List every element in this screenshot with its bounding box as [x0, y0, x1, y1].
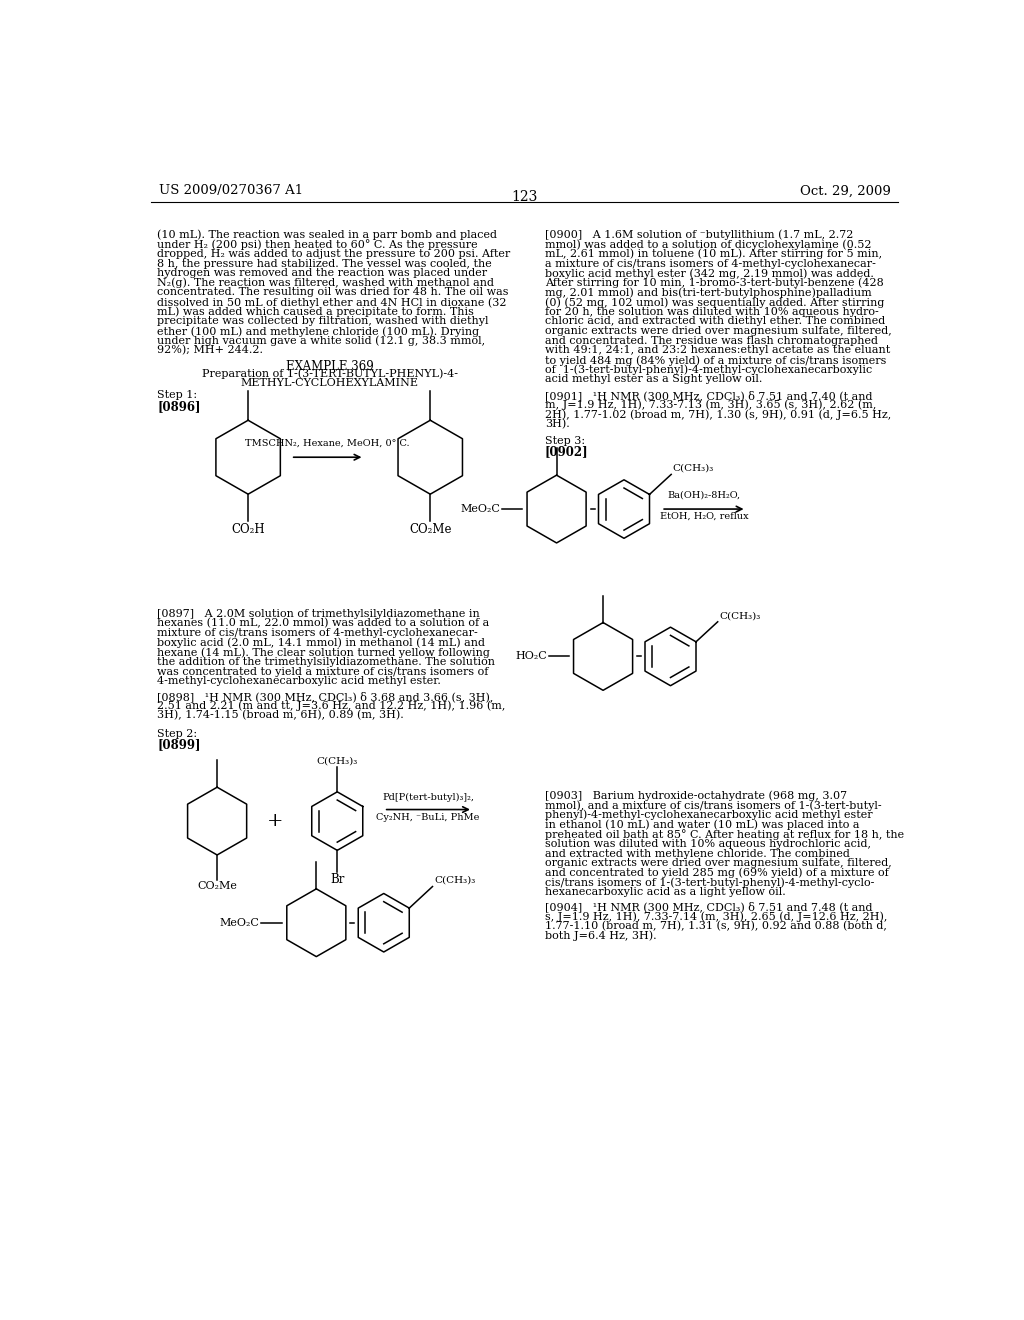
Text: cis/trans isomers of 1-(3-tert-butyl-phenyl)-4-methyl-cyclo-: cis/trans isomers of 1-(3-tert-butyl-phe…: [545, 878, 874, 888]
Text: C(CH₃)₃: C(CH₃)₃: [673, 463, 714, 473]
Text: Cy₂NH, ⁻BuLi, PhMe: Cy₂NH, ⁻BuLi, PhMe: [376, 813, 479, 821]
Text: s, J=1.9 Hz, 1H), 7.33-7.14 (m, 3H), 2.65 (d, J=12.6 Hz, 2H),: s, J=1.9 Hz, 1H), 7.33-7.14 (m, 3H), 2.6…: [545, 912, 888, 923]
Text: HO₂C: HO₂C: [515, 652, 547, 661]
Text: preheated oil bath at 85° C. After heating at reflux for 18 h, the: preheated oil bath at 85° C. After heati…: [545, 829, 904, 840]
Text: EXAMPLE 369: EXAMPLE 369: [286, 359, 374, 372]
Text: for 20 h, the solution was diluted with 10% aqueous hydro-: for 20 h, the solution was diluted with …: [545, 306, 879, 317]
Text: organic extracts were dried over magnesium sulfate, filtered,: organic extracts were dried over magnesi…: [545, 858, 892, 869]
Text: C(CH₃)₃: C(CH₃)₃: [434, 876, 475, 884]
Text: [0904]   ¹H NMR (300 MHz, CDCl₃) δ 7.51 and 7.48 (t and: [0904] ¹H NMR (300 MHz, CDCl₃) δ 7.51 an…: [545, 902, 872, 912]
Text: organic extracts were dried over magnesium sulfate, filtered,: organic extracts were dried over magnesi…: [545, 326, 892, 337]
Text: MeO₂C: MeO₂C: [219, 917, 259, 928]
Text: boxylic acid methyl ester (342 mg, 2.19 mmol) was added.: boxylic acid methyl ester (342 mg, 2.19 …: [545, 268, 873, 279]
Text: 3H).: 3H).: [545, 420, 569, 429]
Text: CO₂Me: CO₂Me: [409, 523, 452, 536]
Text: 2H), 1.77-1.02 (broad m, 7H), 1.30 (s, 9H), 0.91 (d, J=6.5 Hz,: 2H), 1.77-1.02 (broad m, 7H), 1.30 (s, 9…: [545, 409, 891, 420]
Text: dissolved in 50 mL of diethyl ether and 4N HCl in dioxane (32: dissolved in 50 mL of diethyl ether and …: [158, 297, 507, 308]
Text: Ba(OH)₂-8H₂O,: Ba(OH)₂-8H₂O,: [668, 491, 740, 500]
Text: and extracted with methylene chloride. The combined: and extracted with methylene chloride. T…: [545, 849, 850, 858]
Text: the addition of the trimethylsilyldiazomethane. The solution: the addition of the trimethylsilyldiazom…: [158, 657, 496, 667]
Text: in ethanol (10 mL) and water (10 mL) was placed into a: in ethanol (10 mL) and water (10 mL) was…: [545, 820, 859, 830]
Text: EtOH, H₂O, reflux: EtOH, H₂O, reflux: [659, 511, 749, 520]
Text: C(CH₃)₃: C(CH₃)₃: [316, 756, 357, 766]
Text: [0898]   ¹H NMR (300 MHz, CDCl₃) δ 3.68 and 3.66 (s, 3H),: [0898] ¹H NMR (300 MHz, CDCl₃) δ 3.68 an…: [158, 690, 494, 702]
Text: N₂(g). The reaction was filtered, washed with methanol and: N₂(g). The reaction was filtered, washed…: [158, 277, 495, 288]
Text: TMSCHN₂, Hexane, MeOH, 0° C.: TMSCHN₂, Hexane, MeOH, 0° C.: [245, 440, 410, 447]
Text: hydrogen was removed and the reaction was placed under: hydrogen was removed and the reaction wa…: [158, 268, 487, 279]
Text: hexanes (11.0 mL, 22.0 mmol) was added to a solution of a: hexanes (11.0 mL, 22.0 mmol) was added t…: [158, 618, 489, 628]
Text: [0896]: [0896]: [158, 400, 201, 413]
Text: m, J=1.9 Hz, 1H), 7.33-7.13 (m, 3H), 3.65 (s, 3H), 2.62 (m,: m, J=1.9 Hz, 1H), 7.33-7.13 (m, 3H), 3.6…: [545, 400, 877, 411]
Text: [0903]   Barium hydroxide-octahydrate (968 mg, 3.07: [0903] Barium hydroxide-octahydrate (968…: [545, 791, 847, 801]
Text: and concentrated to yield 285 mg (69% yield) of a mixture of: and concentrated to yield 285 mg (69% yi…: [545, 867, 889, 878]
Text: and concentrated. The residue was flash chromatographed: and concentrated. The residue was flash …: [545, 335, 878, 346]
Text: phenyl)-4-methyl-cyclohexanecarboxylic acid methyl ester: phenyl)-4-methyl-cyclohexanecarboxylic a…: [545, 810, 872, 821]
Text: mixture of cis/trans isomers of 4-methyl-cyclohexanecar-: mixture of cis/trans isomers of 4-methyl…: [158, 628, 478, 638]
Text: mL, 2.61 mmol) in toluene (10 mL). After stirring for 5 min,: mL, 2.61 mmol) in toluene (10 mL). After…: [545, 249, 882, 260]
Text: +: +: [267, 812, 284, 830]
Text: Step 2:: Step 2:: [158, 729, 198, 739]
Text: both J=6.4 Hz, 3H).: both J=6.4 Hz, 3H).: [545, 931, 656, 941]
Text: [0901]   ¹H NMR (300 MHz, CDCl₃) δ 7.51 and 7.40 (t and: [0901] ¹H NMR (300 MHz, CDCl₃) δ 7.51 an…: [545, 391, 872, 401]
Text: 2.51 and 2.21 (m and tt, J=3.6 Hz, and 12.2 Hz, 1H), 1.96 (m,: 2.51 and 2.21 (m and tt, J=3.6 Hz, and 1…: [158, 701, 506, 711]
Text: (10 mL). The reaction was sealed in a parr bomb and placed: (10 mL). The reaction was sealed in a pa…: [158, 230, 498, 240]
Text: to yield 484 mg (84% yield) of a mixture of cis/trans isomers: to yield 484 mg (84% yield) of a mixture…: [545, 355, 887, 366]
Text: Br: Br: [330, 874, 344, 887]
Text: precipitate was collected by filtration, washed with diethyl: precipitate was collected by filtration,…: [158, 317, 488, 326]
Text: [0900]   A 1.6M solution of ⁻butyllithium (1.7 mL, 2.72: [0900] A 1.6M solution of ⁻butyllithium …: [545, 230, 853, 240]
Text: After stirring for 10 min, 1-bromo-3-tert-butyl-benzene (428: After stirring for 10 min, 1-bromo-3-ter…: [545, 277, 884, 288]
Text: under high vacuum gave a white solid (12.1 g, 38.3 mmol,: under high vacuum gave a white solid (12…: [158, 335, 485, 346]
Text: [0899]: [0899]: [158, 738, 201, 751]
Text: 92%); MH+ 244.2.: 92%); MH+ 244.2.: [158, 346, 263, 355]
Text: MeO₂C: MeO₂C: [461, 504, 501, 513]
Text: chloric acid, and extracted with diethyl ether. The combined: chloric acid, and extracted with diethyl…: [545, 317, 885, 326]
Text: 4-methyl-cyclohexanecarboxylic acid methyl ester.: 4-methyl-cyclohexanecarboxylic acid meth…: [158, 676, 441, 686]
Text: C(CH₃)₃: C(CH₃)₃: [719, 611, 761, 620]
Text: with 49:1, 24:1, and 23:2 hexanes:ethyl acetate as the eluant: with 49:1, 24:1, and 23:2 hexanes:ethyl …: [545, 346, 890, 355]
Text: ether (100 mL) and methylene chloride (100 mL). Drying: ether (100 mL) and methylene chloride (1…: [158, 326, 479, 337]
Text: mmol), and a mixture of cis/trans isomers of 1-(3-tert-butyl-: mmol), and a mixture of cis/trans isomer…: [545, 800, 882, 810]
Text: Oct. 29, 2009: Oct. 29, 2009: [800, 185, 891, 198]
Text: acid methyl ester as a Sight yellow oil.: acid methyl ester as a Sight yellow oil.: [545, 375, 762, 384]
Text: a mixture of cis/trans isomers of 4-methyl-cyclohexanecar-: a mixture of cis/trans isomers of 4-meth…: [545, 259, 876, 268]
Text: CO₂Me: CO₂Me: [198, 882, 238, 891]
Text: Step 3:: Step 3:: [545, 436, 585, 446]
Text: 3H), 1.74-1.15 (broad m, 6H), 0.89 (m, 3H).: 3H), 1.74-1.15 (broad m, 6H), 0.89 (m, 3…: [158, 710, 404, 721]
Text: 8 h, the pressure had stabilized. The vessel was cooled, the: 8 h, the pressure had stabilized. The ve…: [158, 259, 493, 268]
Text: US 2009/0270367 A1: US 2009/0270367 A1: [159, 185, 303, 198]
Text: 123: 123: [512, 190, 538, 205]
Text: was concentrated to yield a mixture of cis/trans isomers of: was concentrated to yield a mixture of c…: [158, 667, 488, 677]
Text: under H₂ (200 psi) then heated to 60° C. As the pressure: under H₂ (200 psi) then heated to 60° C.…: [158, 239, 478, 249]
Text: [0902]: [0902]: [545, 446, 589, 458]
Text: concentrated. The resulting oil was dried for 48 h. The oil was: concentrated. The resulting oil was drie…: [158, 288, 509, 297]
Text: 1.77-1.10 (broad m, 7H), 1.31 (s, 9H), 0.92 and 0.88 (both d,: 1.77-1.10 (broad m, 7H), 1.31 (s, 9H), 0…: [545, 921, 887, 932]
Text: (0) (52 mg, 102 umol) was sequentially added. After stirring: (0) (52 mg, 102 umol) was sequentially a…: [545, 297, 885, 308]
Text: [0897]   A 2.0M solution of trimethylsilyldiazomethane in: [0897] A 2.0M solution of trimethylsilyl…: [158, 609, 480, 619]
Text: mmol) was added to a solution of dicyclohexylamine (0.52: mmol) was added to a solution of dicyclo…: [545, 239, 871, 249]
Text: mL) was added which caused a precipitate to form. This: mL) was added which caused a precipitate…: [158, 306, 474, 317]
Text: hexanecarboxylic acid as a light yellow oil.: hexanecarboxylic acid as a light yellow …: [545, 887, 785, 898]
Text: Preparation of 1-(3-TERT-BUTYL-PHENYL)-4-: Preparation of 1-(3-TERT-BUTYL-PHENYL)-4…: [202, 368, 458, 379]
Text: dropped, H₂ was added to adjust the pressure to 200 psi. After: dropped, H₂ was added to adjust the pres…: [158, 249, 511, 259]
Text: of  1-(3-tert-butyl-phenyl)-4-methyl-cyclohexanecarboxylic: of 1-(3-tert-butyl-phenyl)-4-methyl-cycl…: [545, 364, 872, 375]
Text: mg, 2.01 mmol) and bis(tri-tert-butylphosphine)palladium: mg, 2.01 mmol) and bis(tri-tert-butylpho…: [545, 288, 871, 298]
Text: Step 1:: Step 1:: [158, 391, 198, 400]
Text: CO₂H: CO₂H: [231, 523, 265, 536]
Text: solution was diluted with 10% aqueous hydrochloric acid,: solution was diluted with 10% aqueous hy…: [545, 840, 871, 849]
Text: hexane (14 mL). The clear solution turned yellow following: hexane (14 mL). The clear solution turne…: [158, 647, 490, 657]
Text: METHYL-CYCLOHEXYLAMINE: METHYL-CYCLOHEXYLAMINE: [241, 378, 419, 388]
Text: Pd[P(tert-butyl)₃]₂,: Pd[P(tert-butyl)₃]₂,: [382, 793, 474, 801]
Text: boxylic acid (2.0 mL, 14.1 mmol) in methanol (14 mL) and: boxylic acid (2.0 mL, 14.1 mmol) in meth…: [158, 638, 485, 648]
